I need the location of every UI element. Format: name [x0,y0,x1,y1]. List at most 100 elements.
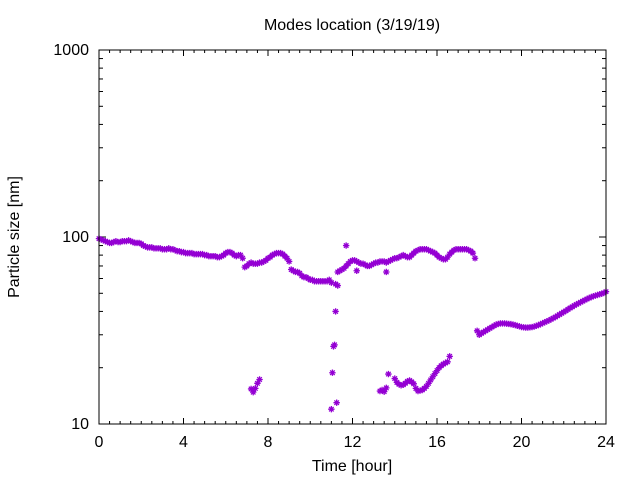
data-point [100,237,107,244]
data-point [410,380,417,388]
data-point [102,237,109,245]
data-point [577,299,584,306]
data-point [334,282,341,289]
chart-title: Modes location (3/19/19) [264,17,440,34]
plot-frame [98,49,607,425]
data-point [511,321,519,329]
data-point [171,246,179,254]
data-point [359,260,367,267]
x-tick-label: 0 [95,434,104,451]
data-point [389,256,396,263]
data-point [127,237,134,245]
x-tick-label: 24 [597,434,615,451]
data-point [245,260,253,267]
data-point [165,245,172,252]
data-point [254,380,261,387]
data-point [423,246,430,253]
data-point [370,260,377,267]
data-point [347,258,354,265]
x-tick-label: 12 [344,434,362,451]
y-axis-label: Particle size [nm] [6,176,23,298]
data-point [361,261,369,269]
data-point [530,323,538,330]
x-tick-label: 8 [264,434,273,451]
data-point [157,245,164,252]
x-tick-label: 4 [179,434,188,451]
data-point [222,249,229,257]
data-point [353,267,360,274]
data-point [590,293,597,300]
data-point [463,246,470,253]
data-point [376,387,384,395]
data-point [425,380,432,387]
data-point [533,322,540,330]
data-point [383,268,390,276]
data-point [353,258,360,265]
data-point [425,246,432,254]
data-point [414,246,422,254]
data-point [211,252,219,260]
data-point [469,249,477,257]
data-point [256,376,263,383]
data-point [547,316,555,323]
data-point [125,237,132,244]
data-point [328,279,335,286]
data-point [142,243,149,250]
data-point [400,251,407,259]
axis-tick-labels: 0 4 8 12 16 20 24 10 100 1000 [53,42,615,451]
data-point [140,242,147,249]
data-point [492,321,500,328]
data-point [231,251,238,259]
data-point [427,247,434,255]
data-point [573,301,580,308]
y-tick-label: 1000 [53,42,89,59]
data-point [129,238,136,246]
data-point [594,291,601,299]
data-point [116,238,124,246]
data-point [366,262,373,270]
data-point [391,375,398,382]
data-point [535,321,542,329]
data-point [239,255,246,262]
data-point [169,246,177,253]
data-point [226,248,234,256]
data-point [429,248,436,256]
data-point [328,405,335,413]
data-point [543,318,551,325]
data-point [575,300,582,307]
data-point [444,253,451,261]
data-point [412,385,420,392]
data-point [427,376,434,384]
data-point [108,239,115,247]
data-point [250,388,257,396]
data-point [404,378,411,385]
data-point [237,251,244,259]
data-point [216,253,223,261]
data-point [549,314,557,322]
x-tick-label: 20 [513,434,531,451]
data-point [423,383,430,390]
data-point [516,323,523,330]
y-tick-label: 10 [71,416,89,433]
data-point [585,294,593,302]
data-point [188,249,196,257]
data-point [252,385,259,392]
data-point [539,319,546,327]
data-point [402,252,409,260]
data-point [380,258,388,265]
data-point [571,302,578,309]
data-point [258,259,265,266]
data-point [104,238,111,246]
data-point [112,237,120,245]
data-point [395,253,403,261]
y-tick-label: 100 [62,229,89,246]
data-point [465,246,472,254]
data-point [393,255,401,262]
data-point [247,259,255,266]
data-point [385,370,392,378]
data-point [329,369,336,376]
data-point [395,381,403,388]
data-point [342,242,350,249]
data-point [277,249,284,257]
